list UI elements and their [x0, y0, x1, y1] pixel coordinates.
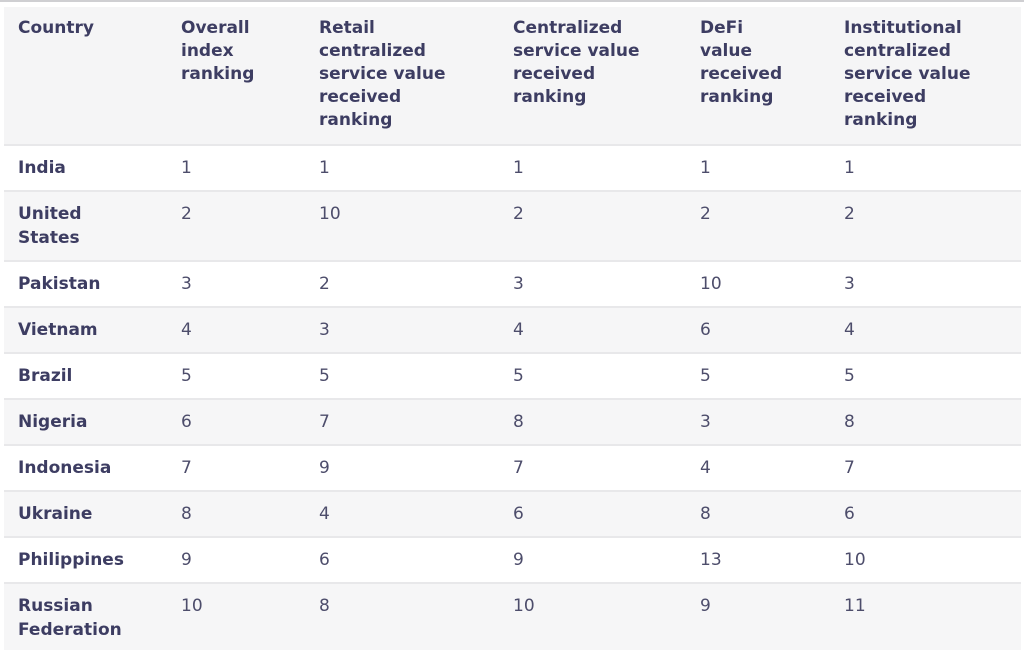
rank-cell: 13: [686, 536, 830, 583]
rank-cell: 7: [167, 444, 305, 491]
rank-cell: 8: [305, 582, 499, 650]
table-row: Brazil 5 5 5 5 5: [4, 352, 1021, 399]
rank-cell: 4: [167, 306, 305, 353]
rank-cell: 7: [305, 398, 499, 445]
rank-cell: 10: [830, 536, 1021, 583]
country-cell: Nigeria: [4, 398, 167, 445]
rank-cell: 6: [830, 490, 1021, 537]
rank-cell: 10: [167, 582, 305, 650]
table-row: Nigeria 6 7 8 3 8: [4, 398, 1021, 445]
rank-cell: 4: [305, 490, 499, 537]
rank-cell: 8: [830, 398, 1021, 445]
rank-cell: 2: [167, 190, 305, 261]
column-header: Overall index ranking: [167, 7, 305, 146]
country-cell: Brazil: [4, 352, 167, 399]
rank-cell: 11: [830, 582, 1021, 650]
rank-cell: 6: [305, 536, 499, 583]
rank-cell: 2: [830, 190, 1021, 261]
rank-cell: 9: [167, 536, 305, 583]
rank-cell: 1: [844, 158, 855, 178]
country-cell: United States: [4, 190, 167, 261]
rank-cell: 3: [499, 260, 686, 307]
rank-cell: 3: [305, 306, 499, 353]
column-header: Country: [4, 7, 167, 146]
country-cell: India: [18, 158, 66, 178]
rank-cell: 4: [499, 306, 686, 353]
crypto-adoption-ranking-table: Country Overall index ranking Retail centr…: [4, 7, 1021, 650]
rank-cell: 8: [499, 398, 686, 445]
rank-cell: 3: [686, 398, 830, 445]
rank-cell: 2: [305, 260, 499, 307]
rank-cell: 1: [319, 158, 330, 178]
table-row: United States 2 10 2 2 2: [4, 190, 1021, 261]
rank-cell: 5: [499, 352, 686, 399]
country-cell: Pakistan: [4, 260, 167, 307]
rank-cell: 4: [830, 306, 1021, 353]
rank-cell: 5: [167, 352, 305, 399]
table-row: Pakistan 3 2 3 10 3: [4, 260, 1021, 307]
rank-cell: 3: [830, 260, 1021, 307]
table-header: Country Overall index ranking Retail centr…: [4, 7, 1021, 146]
rank-cell: 5: [830, 352, 1021, 399]
table-row: Indonesia 7 9 7 4 7: [4, 444, 1021, 491]
rank-cell: 9: [499, 536, 686, 583]
table-row: Ukraine 8 4 6 8 6: [4, 490, 1021, 537]
table-row: Russian Federation 10 8 10 9 11: [4, 582, 1021, 650]
rank-cell: 9: [686, 582, 830, 650]
rank-cell: 10: [499, 582, 686, 650]
rank-cell: 8: [686, 490, 830, 537]
rank-cell: 8: [167, 490, 305, 537]
country-cell: Philippines: [4, 536, 167, 583]
country-cell: Indonesia: [4, 444, 167, 491]
country-cell: Russian Federation: [4, 582, 167, 650]
rank-cell: 5: [305, 352, 499, 399]
rank-cell: 2: [686, 190, 830, 261]
top-border-line: [0, 0, 1024, 2]
table-row: Vietnam 4 3 4 6 4: [4, 306, 1021, 353]
column-header: Retail centralized service value receive…: [305, 7, 499, 146]
rank-cell: 9: [305, 444, 499, 491]
rank-cell: 4: [686, 444, 830, 491]
rank-cell: 6: [167, 398, 305, 445]
rank-cell: 10: [305, 190, 499, 261]
rank-cell: 3: [167, 260, 305, 307]
rank-cell: 6: [499, 490, 686, 537]
column-header: Institutional centralized service value …: [830, 7, 1021, 146]
table-row: Philippines 9 6 9 13 10: [4, 536, 1021, 583]
rank-cell: 1: [181, 158, 192, 178]
rank-cell: 10: [686, 260, 830, 307]
rank-cell: 6: [686, 306, 830, 353]
rank-cell: 2: [499, 190, 686, 261]
header-row: Country Overall index ranking Retail centr…: [4, 7, 1021, 146]
rank-cell: 7: [830, 444, 1021, 491]
rank-cell: 5: [686, 352, 830, 399]
country-cell: Vietnam: [4, 306, 167, 353]
rank-cell: 1: [513, 158, 524, 178]
column-header: Centralized service value received ranki…: [499, 7, 686, 146]
table-body: India 1 1 1 1 1 United States 2 10 2 2 2 Pakistan 3 2 3…: [4, 145, 1021, 650]
column-header: DeFi value received ranking: [686, 7, 830, 146]
table-row: India 1 1 1 1 1: [4, 145, 1021, 191]
country-cell: Ukraine: [4, 490, 167, 537]
rank-cell: 1: [700, 158, 711, 178]
rank-cell: 7: [499, 444, 686, 491]
